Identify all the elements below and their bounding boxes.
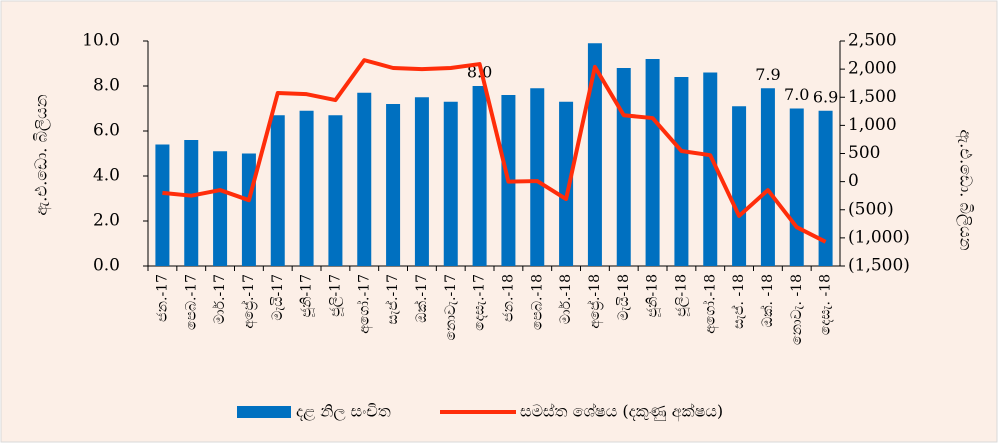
bar: [184, 140, 199, 266]
legend-swatch: [237, 406, 291, 418]
bar: [616, 68, 631, 266]
bar: [674, 77, 689, 266]
bar: [386, 104, 401, 266]
x-tick-label: සැප්.-17: [385, 274, 401, 324]
bar: [472, 86, 487, 266]
x-tick-label: අගෝ.-17: [356, 274, 373, 334]
x-tick-label: දෙසැ.-17: [472, 274, 488, 331]
bar: [241, 153, 256, 266]
line: [162, 58, 827, 244]
x-tick-label: ජූලි-18: [673, 274, 690, 317]
bar: [299, 110, 314, 266]
bar: [587, 43, 602, 266]
bar: [559, 101, 574, 266]
x-tick-label: මැයි-17: [270, 274, 286, 321]
x-tick-label: මැයි-18: [616, 274, 632, 321]
bar: [760, 88, 775, 266]
x-tick-label: සැප්. -18: [731, 274, 747, 329]
x-tick-label: මාර්.-17: [212, 274, 228, 324]
y2-tick-label: (500): [848, 199, 894, 219]
y-axis-label: ඇ.එ.ඩො. බිලියන: [32, 94, 52, 215]
x-tick-label: ඔක්. -18: [760, 274, 776, 327]
y2-tick-label: 2,000: [848, 59, 897, 79]
y2-axis-label: ඇ.එ.ඩො. බිලියන: [956, 129, 976, 250]
y2-tick-label: 500: [848, 143, 880, 163]
y-tick-label: 6.0: [93, 121, 120, 141]
x-tick-label: පෙබ.-17: [183, 274, 199, 330]
x-tick-label: ඔක්.-17: [414, 274, 430, 323]
y-tick-label: 0.0: [93, 256, 120, 276]
bar: [328, 115, 343, 266]
x-tick-label: අප්‍රේ.-17: [241, 274, 258, 329]
bar: [732, 106, 747, 266]
x-tick-label: අගෝ.-18: [702, 274, 719, 334]
y-tick-label: 4.0: [93, 166, 120, 186]
y-tick-label: 10.0: [82, 31, 120, 51]
x-tick-label: පෙබ.-18: [529, 274, 545, 330]
y-tick-label: 2.0: [93, 211, 120, 231]
bar: [818, 110, 833, 266]
x-tick-label: මාර්.-18: [558, 274, 574, 324]
bar: [443, 101, 458, 266]
y2-tick-label: 0: [848, 171, 859, 191]
x-tick-label: නොවැ. -18: [789, 274, 805, 345]
y2-tick-label: 1,500: [848, 87, 897, 107]
bar: [357, 92, 372, 266]
bar: [414, 97, 429, 266]
legend-label: සමස්ත ශේෂය (දකුණු අක්ෂය): [520, 402, 723, 422]
x-tick-label: ජන.-17: [154, 274, 170, 322]
bar: [645, 59, 660, 266]
x-tick-label: නොවැ.-17: [443, 274, 459, 340]
legend-label: දළ නිල සංචිත: [296, 402, 391, 422]
y2-tick-label: 1,000: [848, 115, 897, 135]
bar: [703, 72, 718, 266]
y-tick-label: 8.0: [93, 76, 120, 96]
bar: [213, 151, 228, 266]
bar: [789, 108, 804, 266]
x-tick-label: අප්‍රේ.-18: [587, 274, 604, 329]
data-label: 7.9: [755, 65, 780, 84]
x-tick-label: ජූනි-17: [299, 274, 316, 317]
x-tick-label: ජූලි-17: [327, 274, 344, 317]
x-tick-label: දෙසැ. -18: [818, 274, 834, 335]
y2-tick-label: (1,000): [848, 227, 910, 247]
y2-tick-label: (1,500): [848, 256, 910, 276]
bar: [270, 115, 285, 266]
x-tick-label: ජන.-18: [500, 274, 516, 322]
data-label: 6.9: [813, 87, 838, 106]
x-tick-label: ජූනි-18: [645, 274, 662, 317]
y2-tick-label: 2,500: [848, 31, 897, 51]
data-label: 7.0: [784, 85, 809, 104]
bar: [530, 88, 545, 266]
bar: [155, 144, 170, 266]
